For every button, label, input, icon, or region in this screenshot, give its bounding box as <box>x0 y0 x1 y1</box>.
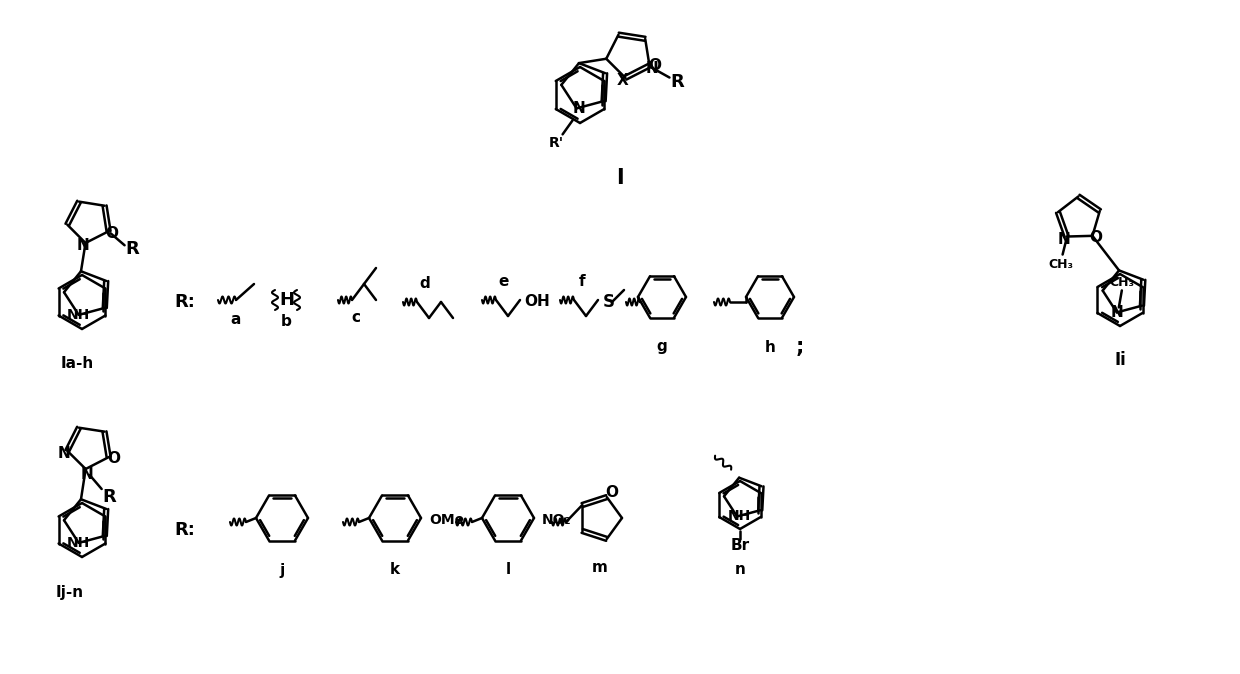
Text: CH₃: CH₃ <box>1048 258 1073 271</box>
Text: k: k <box>389 563 401 578</box>
Text: O: O <box>605 485 619 499</box>
Text: R': R' <box>549 136 564 150</box>
Text: N: N <box>646 61 658 76</box>
Text: OH: OH <box>525 295 549 309</box>
Text: NH: NH <box>728 510 750 524</box>
Text: f: f <box>579 274 585 290</box>
Text: Ii: Ii <box>1114 351 1126 369</box>
Text: R:: R: <box>174 293 195 311</box>
Text: O: O <box>107 451 120 466</box>
Text: O: O <box>105 226 118 241</box>
Text: H: H <box>279 291 295 309</box>
Text: ;: ; <box>796 337 805 357</box>
Text: h: h <box>765 340 775 355</box>
Text: R:: R: <box>174 521 195 539</box>
Text: I: I <box>616 168 624 188</box>
Text: O: O <box>1089 231 1102 245</box>
Text: j: j <box>279 563 285 578</box>
Text: N: N <box>1111 305 1123 320</box>
Text: N: N <box>58 446 71 461</box>
Text: OMe: OMe <box>429 513 464 527</box>
Text: S: S <box>603 293 615 311</box>
Text: N: N <box>1058 232 1070 247</box>
Text: Ij-n: Ij-n <box>56 584 84 599</box>
Text: d: d <box>419 276 430 291</box>
Text: g: g <box>657 340 667 355</box>
Text: NH: NH <box>67 536 91 550</box>
Text: e: e <box>498 274 510 290</box>
Text: X: X <box>616 73 629 88</box>
Text: n: n <box>734 563 745 578</box>
Text: NH: NH <box>67 308 91 322</box>
Text: m: m <box>591 561 608 576</box>
Text: b: b <box>280 315 291 330</box>
Text: CH₃: CH₃ <box>1110 276 1135 289</box>
Text: c: c <box>351 311 361 326</box>
Text: a: a <box>231 313 242 328</box>
Text: R: R <box>103 488 117 506</box>
Text: O: O <box>649 58 661 73</box>
Text: N: N <box>76 239 89 253</box>
Text: R: R <box>671 73 684 90</box>
Text: Br: Br <box>730 537 749 553</box>
Text: NO₂: NO₂ <box>542 513 572 527</box>
Text: Ia-h: Ia-h <box>61 357 94 371</box>
Text: N: N <box>81 466 93 481</box>
Text: l: l <box>506 563 511 578</box>
Text: R: R <box>125 240 139 258</box>
Text: N: N <box>572 101 585 116</box>
